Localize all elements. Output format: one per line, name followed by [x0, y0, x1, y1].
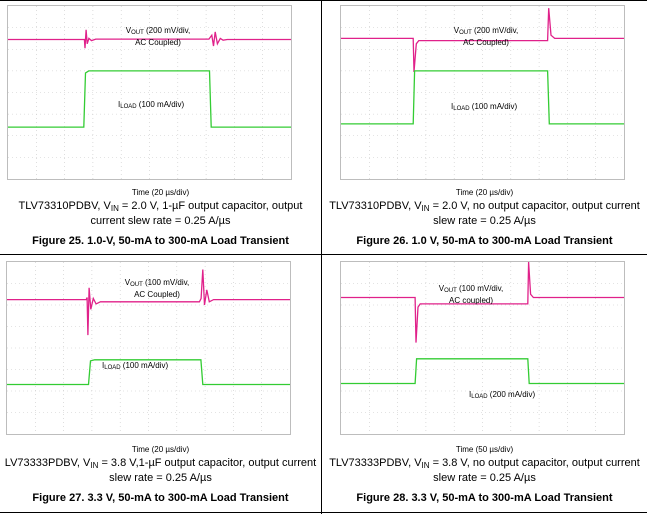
vout-prefix: V [438, 284, 445, 293]
iload-label: ILOAD (100 mA/div) [451, 102, 517, 114]
test-condition-line2: current slew rate = 0.25 A/µs [90, 215, 231, 227]
scope-svg [7, 262, 290, 434]
part-number: TLV73333PDBV, V [329, 457, 422, 469]
scope-plot-area: VOUT (100 mV/div, AC Coupled) ILOAD (100 m… [6, 261, 291, 435]
vin-condition: = 2.0 V, 1-µF output capacitor, output [118, 200, 303, 212]
figure-caption: Figure 26. 1.0 V, 50-mA to 300-mA Load T… [356, 235, 613, 247]
iload-label: ILOAD (200 mA/div) [469, 390, 535, 402]
scope-plot-area: VOUT (200 mV/div, AC Coupled) ILOAD (100 m… [340, 5, 625, 180]
frame-bottom [0, 512, 647, 513]
iload-label: ILOAD (100 mA/div) [118, 100, 184, 112]
vout-label-line1: VOUT (100 mV/div, [107, 278, 207, 290]
test-condition-line2: slew rate = 0.25 A/µs [109, 472, 212, 484]
frame-horizontal-divider [0, 254, 647, 255]
vin-subscript: IN [110, 204, 119, 213]
iload-trace [341, 358, 624, 385]
vout-label-line2: AC Coupled) [135, 38, 181, 47]
test-condition-line2: slew rate = 0.25 A/µs [433, 472, 536, 484]
vout-label-line2: AC Coupled) [463, 38, 509, 47]
vout-subscript: OUT [444, 288, 457, 294]
vout-subscript: OUT [459, 30, 472, 36]
test-condition-line1: LV73333PDBV, VIN = 3.8 V,1-µF output cap… [0, 457, 321, 472]
scope-svg [8, 6, 291, 179]
figure-25-panel: VOUT (200 mV/div, AC Coupled) ILOAD (100 m… [0, 0, 321, 254]
iload-label: ILOAD (100 mA/div) [102, 361, 168, 373]
vout-trace [341, 8, 624, 73]
vout-prefix: V [453, 26, 460, 35]
vout-scale: (200 mV/div, [143, 26, 191, 35]
iload-prefix: I [118, 100, 121, 109]
test-condition: LV73333PDBV, VIN = 3.8 V,1-µF output cap… [0, 457, 321, 485]
vout-label: VOUT (100 mV/div, AC coupled) [421, 284, 521, 306]
vout-label-line1: VOUT (200 mV/div, [436, 26, 536, 38]
iload-trace [341, 70, 624, 125]
iload-prefix: I [469, 390, 472, 399]
vout-subscript: OUT [130, 282, 143, 288]
test-condition-line2: slew rate = 0.25 A/µs [433, 215, 536, 227]
test-condition-line1: TLV73310PDBV, VIN = 2.0 V, 1-µF output c… [0, 200, 321, 215]
time-axis-label: Time (50 µs/div) [455, 445, 514, 454]
iload-subscript: LOAD [104, 365, 121, 371]
figure-28-panel: VOUT (100 mV/div, AC coupled) ILOAD (200 m… [322, 255, 647, 512]
vout-label-line1: VOUT (100 mV/div, [421, 284, 521, 296]
iload-subscript: LOAD [453, 106, 470, 112]
figure-caption: Figure 27. 3.3 V, 50-mA to 300-mA Load T… [32, 492, 289, 504]
vin-condition: = 3.8 V,1-µF output capacitor, output cu… [98, 457, 317, 469]
test-condition: TLV73333PDBV, VIN = 3.8 V, no output cap… [322, 457, 647, 485]
test-condition: TLV73310PDBV, VIN = 2.0 V, no output cap… [322, 200, 647, 228]
vin-subscript: IN [90, 461, 99, 470]
vout-label: VOUT (200 mV/div, AC Coupled) [108, 26, 208, 48]
iload-scale: (100 mA/div) [120, 361, 169, 370]
time-axis-label: Time (20 µs/div) [131, 445, 190, 454]
vout-prefix: V [124, 278, 131, 287]
vout-trace [341, 262, 624, 343]
vout-label: VOUT (100 mV/div, AC Coupled) [107, 278, 207, 300]
vout-trace [7, 269, 290, 336]
scope-svg [341, 262, 624, 434]
iload-scale: (200 mA/div) [487, 390, 536, 399]
test-condition: TLV73310PDBV, VIN = 2.0 V, 1-µF output c… [0, 200, 321, 228]
vout-label-line1: VOUT (200 mV/div, [108, 26, 208, 38]
iload-subscript: LOAD [120, 104, 137, 110]
vin-subscript: IN [421, 461, 430, 470]
figure-27-panel: VOUT (100 mV/div, AC Coupled) ILOAD (100 m… [0, 255, 321, 512]
vout-subscript: OUT [131, 30, 144, 36]
scope-plot-area: VOUT (100 mV/div, AC coupled) ILOAD (200 m… [340, 261, 625, 435]
vin-condition: = 3.8 V, no output capacitor, output cur… [429, 457, 640, 469]
figure-caption: Figure 28. 3.3 V, 50-mA to 300-mA Load T… [356, 492, 613, 504]
frame-top [0, 0, 647, 1]
scope-plot-area: VOUT (200 mV/div, AC Coupled) ILOAD (100 m… [7, 5, 292, 180]
iload-subscript: LOAD [471, 394, 488, 400]
vout-scale: (200 mV/div, [471, 26, 519, 35]
vin-condition: = 2.0 V, no output capacitor, output cur… [429, 200, 640, 212]
iload-scale: (100 mA/div) [136, 100, 185, 109]
vout-scale: (100 mV/div, [142, 278, 190, 287]
part-number: LV73333PDBV, V [4, 457, 91, 469]
figure-caption: Figure 25. 1.0-V, 50-mA to 300-mA Load T… [32, 235, 289, 247]
iload-prefix: I [451, 102, 454, 111]
iload-trace [7, 359, 290, 386]
vout-label: VOUT (200 mV/div, AC Coupled) [436, 26, 536, 48]
vin-subscript: IN [421, 204, 430, 213]
iload-prefix: I [102, 361, 105, 370]
part-number: TLV73310PDBV, V [18, 200, 111, 212]
test-condition-line1: TLV73333PDBV, VIN = 3.8 V, no output cap… [322, 457, 647, 472]
vout-label-line2: AC Coupled) [134, 290, 180, 299]
vout-prefix: V [125, 26, 132, 35]
frame-vertical-divider [321, 0, 322, 514]
vout-trace [8, 29, 291, 49]
scope-svg [341, 6, 624, 179]
figure-26-panel: VOUT (200 mV/div, AC Coupled) ILOAD (100 m… [322, 0, 647, 254]
vout-scale: (100 mV/div, [456, 284, 504, 293]
test-condition-line1: TLV73310PDBV, VIN = 2.0 V, no output cap… [322, 200, 647, 215]
iload-trace [8, 70, 291, 128]
iload-scale: (100 mA/div) [469, 102, 518, 111]
vout-label-line2: AC coupled) [448, 296, 494, 305]
time-axis-label: Time (20 µs/div) [455, 188, 514, 197]
time-axis-label: Time (20 µs/div) [131, 188, 190, 197]
part-number: TLV73310PDBV, V [329, 200, 422, 212]
